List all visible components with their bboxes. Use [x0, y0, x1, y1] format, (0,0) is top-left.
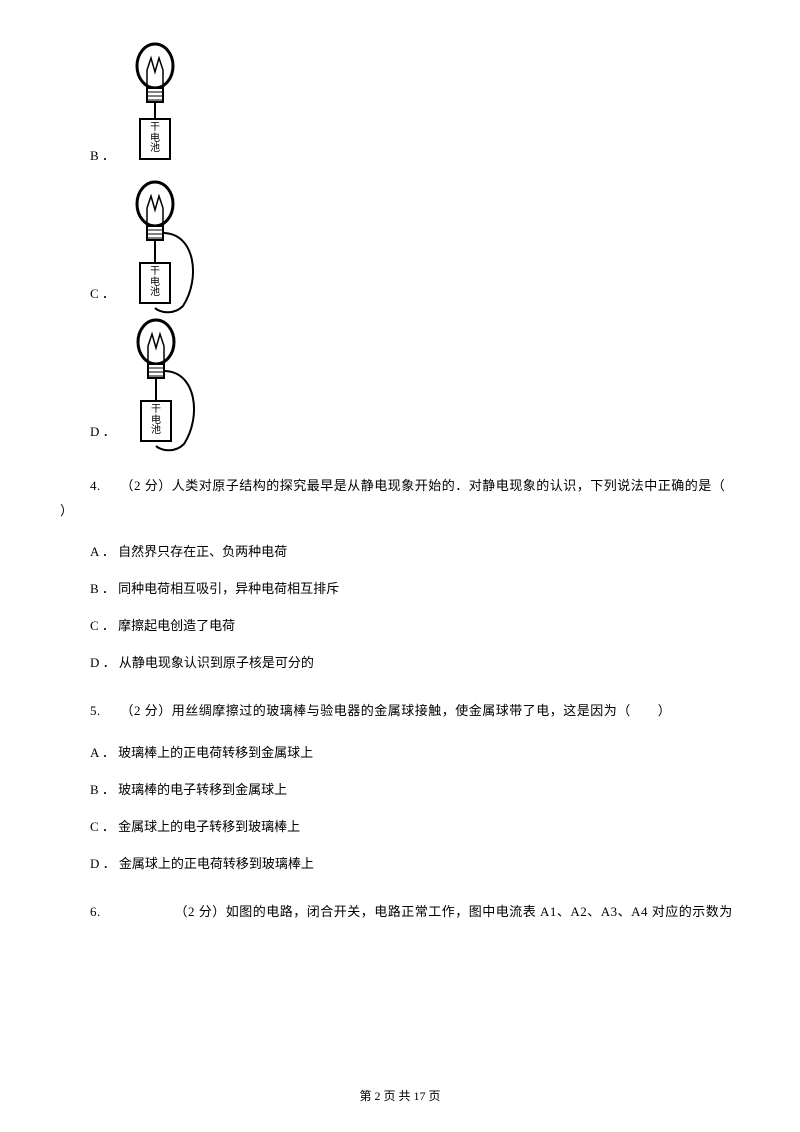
q6-stem: 6. （2 分）如图的电路，闭合开关，电路正常工作，图中电流表 A1、A2、A3…: [90, 900, 740, 925]
battery-label: 干 电 池: [139, 118, 171, 160]
bulb-battery-wire-icon: 干 电 池: [124, 316, 214, 456]
question-6: 6. （2 分）如图的电路，闭合开关，电路正常工作，图中电流表 A1、A2、A3…: [60, 900, 740, 925]
battery-label: 干 电 池: [140, 400, 172, 442]
q3-option-d-row: D ． 干 电 池: [60, 316, 740, 446]
q5-number: 5.: [90, 703, 101, 718]
page-footer: 第 2 页 共 17 页: [0, 1087, 800, 1104]
q5-option-b: B ． 玻璃棒的电子转移到金属球上: [90, 779, 740, 798]
q5-option-c: C ． 金属球上的电子转移到玻璃棒上: [90, 816, 740, 835]
battery-label: 干 电 池: [139, 262, 171, 304]
question-4: 4. （2 分）人类对原子结构的探究最早是从静电现象开始的．对静电现象的认识，下…: [60, 474, 740, 523]
bulb-battery-wire-icon: 干 电 池: [123, 178, 213, 318]
q3-option-c-label: C ．: [90, 283, 115, 308]
q4-stem-line1: 4. （2 分）人类对原子结构的探究最早是从静电现象开始的．对静电现象的认识，下…: [90, 474, 740, 499]
q3-option-b-label: B ．: [90, 145, 115, 170]
q4-number: 4.: [90, 478, 101, 493]
q5-option-a: A ． 玻璃棒上的正电荷转移到金属球上: [90, 742, 740, 761]
q3-option-c-row: C ． 干 电 池: [60, 178, 740, 308]
question-5: 5. （2 分）用丝绸摩擦过的玻璃棒与验电器的金属球接触，使金属球带了电，这是因…: [60, 699, 740, 724]
q4-option-c: C ． 摩擦起电创造了电荷: [90, 615, 740, 634]
bulb-battery-icon: 干 电 池: [123, 40, 195, 170]
q4-option-b: B ． 同种电荷相互吸引，异种电荷相互排斥: [90, 578, 740, 597]
q5-option-d: D ． 金属球上的正电荷转移到玻璃棒上: [90, 853, 740, 872]
q6-number: 6.: [90, 904, 101, 919]
q3-option-b-row: B ． 干 电: [60, 40, 740, 170]
q4-stem-line2: ）: [60, 499, 740, 524]
q5-text: （2 分）用丝绸摩擦过的玻璃棒与验电器的金属球接触，使金属球带了电，这是因为（ …: [121, 703, 672, 718]
q3-option-b-figure: 干 电 池: [123, 40, 195, 170]
q4-text: （2 分）人类对原子结构的探究最早是从静电现象开始的．对静电现象的认识，下列说法…: [121, 478, 726, 493]
q4-option-d: D ． 从静电现象认识到原子核是可分的: [90, 652, 740, 671]
q5-stem: 5. （2 分）用丝绸摩擦过的玻璃棒与验电器的金属球接触，使金属球带了电，这是因…: [90, 699, 740, 724]
q3-option-d-figure: 干 电 池: [124, 316, 196, 446]
q4-option-a: A ． 自然界只存在正、负两种电荷: [90, 541, 740, 560]
q6-text: （2 分）如图的电路，闭合开关，电路正常工作，图中电流表 A1、A2、A3、A4…: [175, 904, 733, 919]
q3-option-d-label: D ．: [90, 421, 116, 446]
q3-option-c-figure: 干 电 池: [123, 178, 195, 308]
